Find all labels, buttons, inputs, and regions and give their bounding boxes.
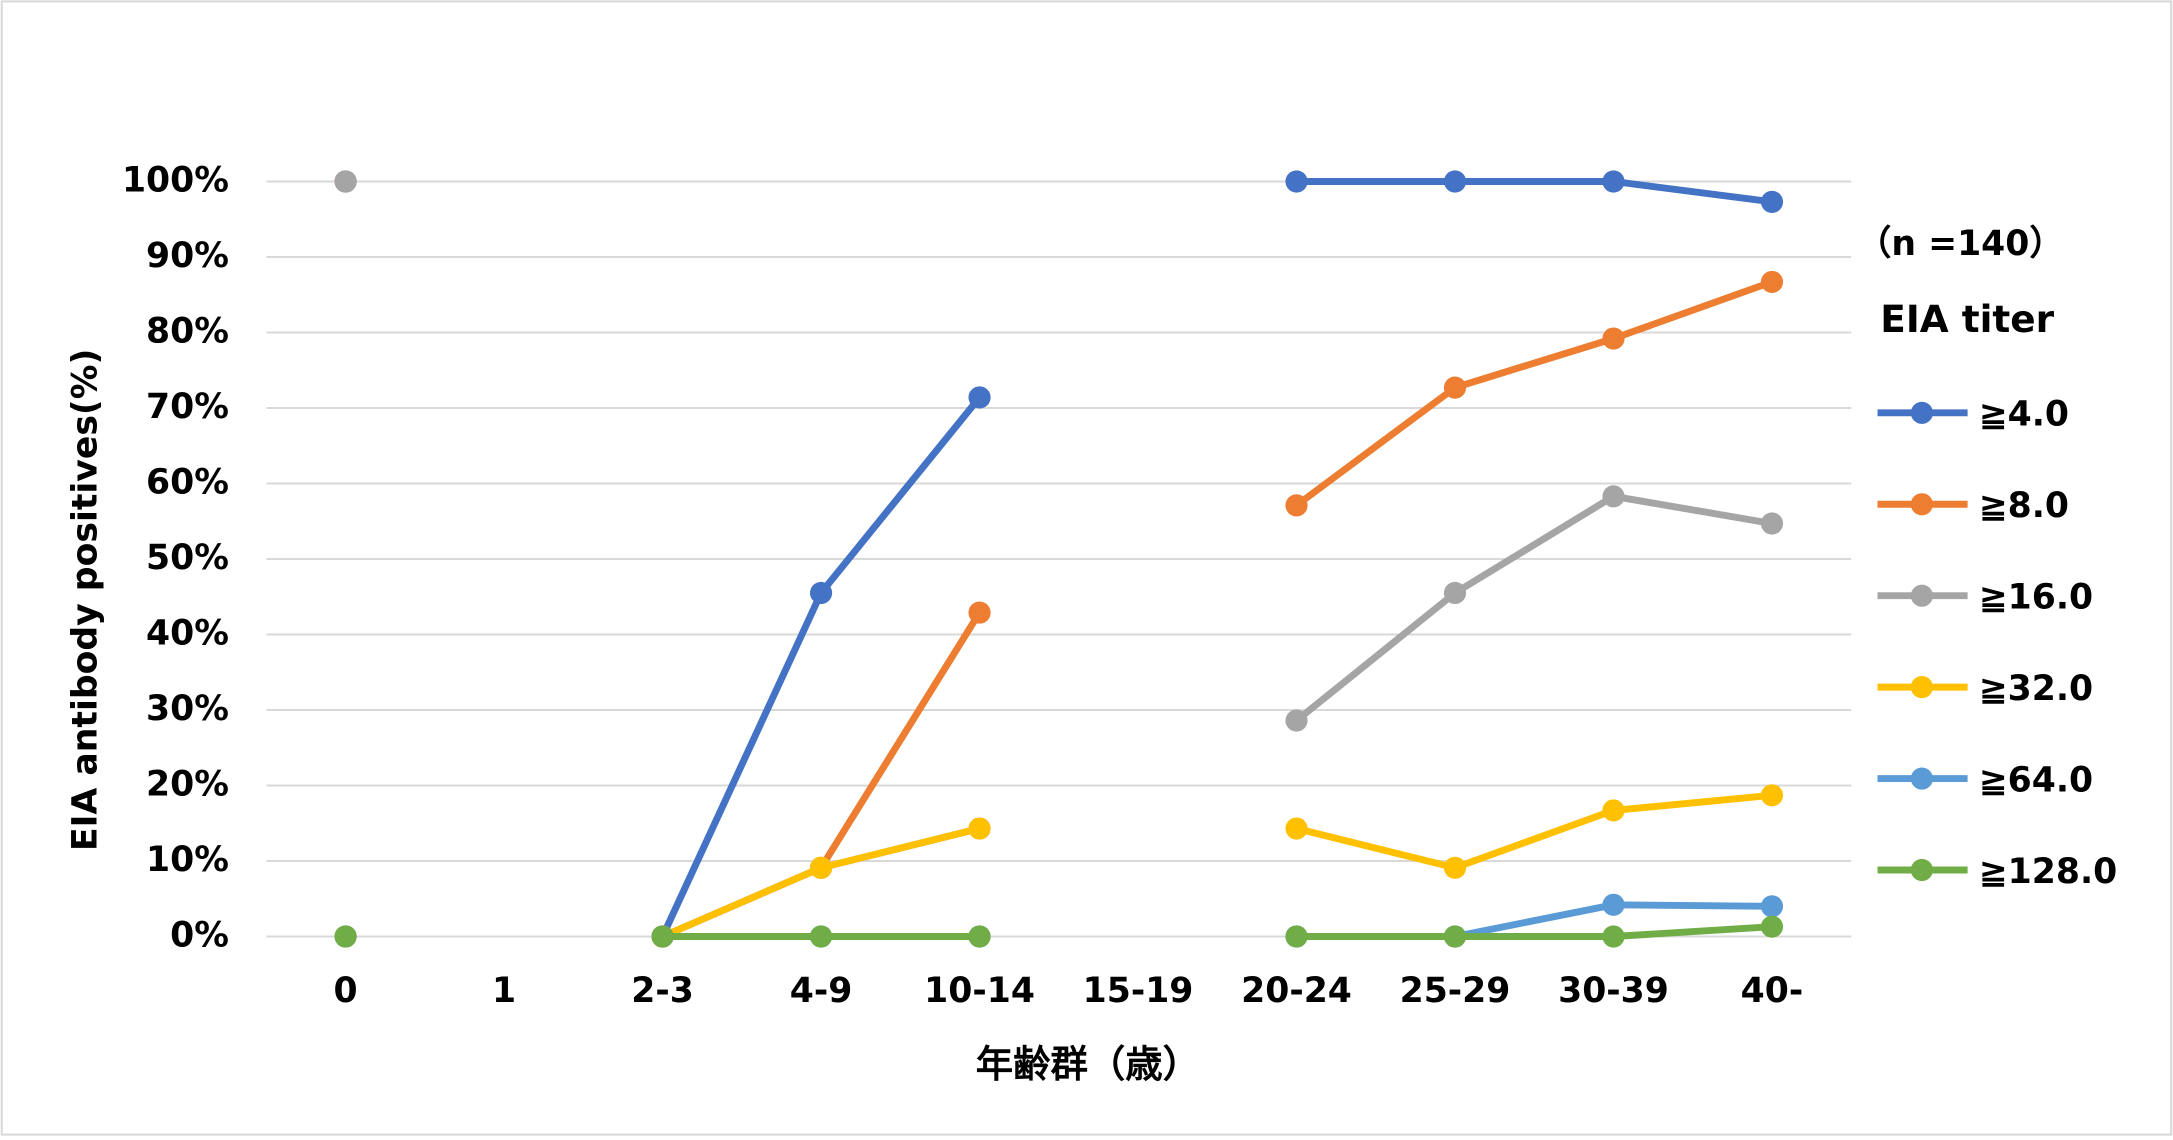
y-tick-label: 10%	[146, 840, 229, 880]
data-point	[1760, 784, 1784, 807]
data-point	[968, 601, 991, 624]
legend-marker	[1910, 493, 1933, 516]
y-tick-label: 20%	[146, 765, 229, 805]
x-tick-label: 30-39	[1558, 971, 1669, 1011]
x-tick-label: 40-	[1741, 971, 1804, 1011]
data-point	[1760, 915, 1784, 938]
legend-marker	[1910, 767, 1933, 790]
legend-marker	[1910, 584, 1933, 607]
data-point	[809, 581, 833, 605]
data-point	[1760, 895, 1784, 918]
data-point	[334, 925, 357, 948]
data-point	[1285, 170, 1308, 193]
data-point	[968, 386, 991, 409]
legend-label: ≧128.0	[1979, 852, 2118, 892]
data-point	[334, 170, 357, 193]
data-point	[809, 856, 833, 879]
legend-title: EIA titer	[1880, 297, 2054, 341]
data-point	[1443, 581, 1467, 605]
data-point	[1760, 190, 1784, 213]
y-tick-label: 60%	[146, 462, 229, 502]
data-point	[1285, 709, 1308, 732]
x-tick-label: 2-3	[631, 971, 694, 1011]
x-tick-label: 10-14	[924, 971, 1035, 1011]
series-line	[1295, 791, 1773, 872]
legend-marker	[1910, 401, 1933, 424]
y-tick-label: 70%	[146, 387, 229, 427]
data-point	[968, 925, 991, 948]
y-axis-label: EIA antibody positives(%)	[65, 349, 105, 851]
data-point	[651, 925, 674, 948]
data-point	[1443, 856, 1467, 879]
legend-label: ≧16.0	[1979, 577, 2093, 617]
data-point	[1285, 817, 1308, 840]
data-point	[1443, 925, 1467, 948]
y-tick-label: 90%	[146, 236, 229, 276]
data-point	[1285, 494, 1308, 517]
data-point	[968, 817, 991, 840]
legend-label: ≧4.0	[1979, 395, 2069, 435]
legend-label: ≧64.0	[1979, 760, 2093, 800]
y-tick-label: 100%	[122, 160, 229, 200]
data-point	[1443, 376, 1467, 399]
x-tick-label: 25-29	[1400, 971, 1511, 1011]
y-tick-label: 80%	[146, 311, 229, 351]
data-point	[1602, 925, 1625, 948]
annotation: （n =140）	[1857, 224, 2064, 264]
series-line	[1294, 278, 1774, 509]
y-tick-label: 0%	[170, 916, 229, 956]
y-tick-label: 30%	[146, 689, 229, 729]
legend-marker	[1910, 676, 1933, 699]
x-tick-label: 4-9	[790, 971, 853, 1011]
data-point	[1760, 512, 1784, 535]
data-point	[1602, 799, 1625, 822]
x-tick-label: 20-24	[1241, 971, 1352, 1011]
data-point	[1602, 893, 1625, 916]
data-point	[1602, 485, 1625, 508]
data-point	[809, 925, 833, 948]
data-point	[1285, 925, 1308, 948]
x-tick-label: 0	[334, 971, 358, 1011]
x-tick-label: 15-19	[1083, 971, 1194, 1011]
data-point	[1760, 270, 1784, 293]
series-line	[1296, 923, 1773, 940]
x-tick-label: 1	[492, 971, 516, 1011]
series-line	[1294, 492, 1773, 724]
data-point	[1602, 327, 1625, 350]
y-tick-label: 50%	[146, 538, 229, 578]
y-tick-label: 40%	[146, 613, 229, 653]
x-axis-label: 年齢群（歳）	[976, 1042, 1200, 1086]
legend-label: ≧32.0	[1979, 669, 2093, 709]
legend-label: ≧8.0	[1979, 486, 2069, 526]
data-point	[1602, 170, 1625, 193]
legend-marker	[1910, 858, 1933, 882]
data-point	[1443, 170, 1467, 193]
series-line	[1296, 178, 1773, 206]
